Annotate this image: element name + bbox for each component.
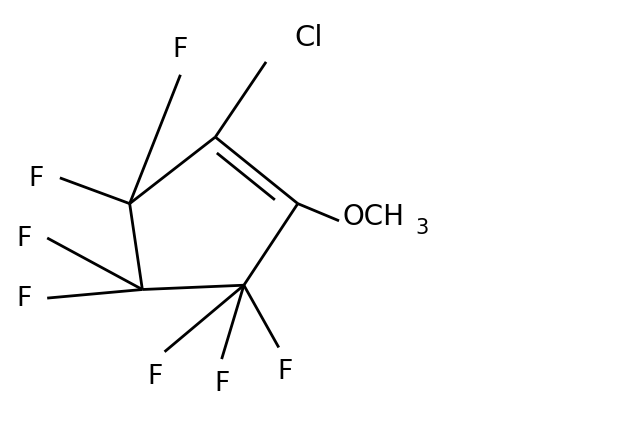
- Text: F: F: [16, 225, 31, 251]
- Text: F: F: [173, 37, 188, 63]
- Text: F: F: [214, 370, 229, 396]
- Text: F: F: [278, 358, 292, 385]
- Text: F: F: [16, 286, 31, 311]
- Text: F: F: [147, 363, 163, 388]
- Text: Cl: Cl: [294, 24, 323, 52]
- Text: OCH: OCH: [342, 203, 404, 231]
- Text: F: F: [29, 165, 44, 191]
- Text: 3: 3: [415, 218, 428, 238]
